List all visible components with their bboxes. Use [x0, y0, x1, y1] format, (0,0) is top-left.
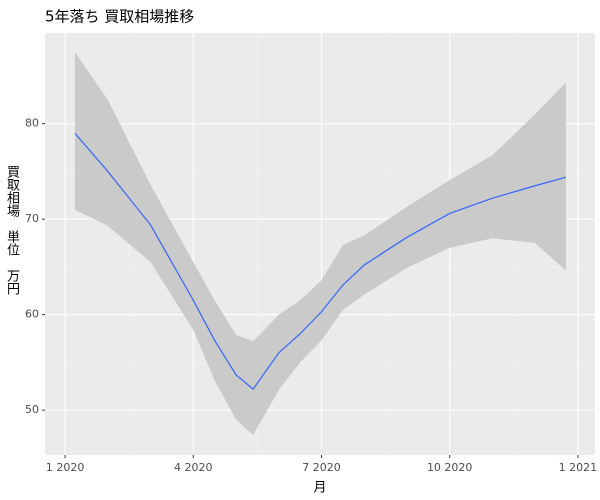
y-tick-label: 70: [25, 212, 39, 225]
y-tick-label: 60: [25, 308, 39, 321]
x-axis-title: 月: [313, 481, 326, 496]
confidence-band: [74, 52, 566, 435]
panel: [45, 33, 595, 455]
y-axis-title: 買取相場 単位 万円: [4, 165, 19, 295]
y-tick-label: 80: [25, 117, 39, 130]
y-tick-label: 50: [25, 403, 39, 416]
x-tick-label: 1 2020: [46, 461, 85, 474]
x-tick-label: 4 2020: [174, 461, 213, 474]
x-tick-label: 1 2021: [559, 461, 598, 474]
smooth-line: [74, 132, 567, 391]
x-tick-label: 7 2020: [302, 461, 341, 474]
chart-title: 5年落ち 買取相場推移: [45, 8, 194, 26]
x-tick-label: 10 2020: [427, 461, 473, 474]
